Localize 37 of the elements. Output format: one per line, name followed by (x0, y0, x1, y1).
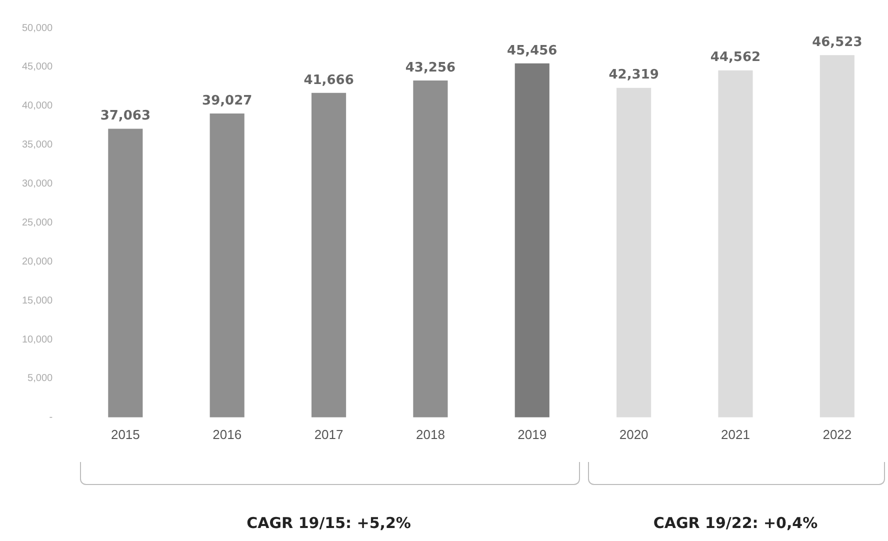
text: CAGR 19/22: +0,4% (653, 514, 818, 532)
y-tick-label: 20,000 (22, 256, 54, 268)
x-tick-label: 2020 (619, 426, 648, 442)
y-tick-label: 35,000 (22, 140, 54, 151)
data-label: 43,256 (405, 60, 456, 76)
x-tick-label: 2018 (416, 426, 445, 442)
bar (210, 113, 244, 418)
x-tick-label: 2022 (822, 426, 852, 442)
y-tick-label: 45,000 (22, 62, 54, 73)
bar (514, 63, 550, 418)
bar (718, 70, 753, 418)
y-tick-label: 30,000 (22, 178, 54, 190)
data-label: 41,666 (304, 72, 354, 88)
x-tick-label: 2016 (212, 426, 242, 442)
data-label: 39,027 (202, 93, 252, 108)
bar (413, 80, 448, 418)
y-tick-label: 50,000 (22, 22, 54, 34)
bar (311, 92, 346, 418)
data-label: 46,523 (812, 34, 862, 50)
bar (616, 88, 652, 418)
y-tick-label: 40,000 (22, 100, 54, 112)
x-tick-label: 2017 (314, 426, 344, 442)
x-tick-label: 2015 (110, 426, 140, 442)
x-tick-label: 2019 (518, 426, 547, 442)
y-tick-label: 10,000 (22, 334, 54, 346)
text: CAGR 19/15: +5,2% (246, 514, 411, 532)
data-label: 42,319 (608, 68, 659, 83)
y-tick-label: 15,000 (22, 295, 54, 306)
y-tick-label: - (49, 412, 53, 424)
data-label: 44,562 (710, 50, 761, 66)
y-tick-label: 5,000 (28, 373, 54, 384)
y-tick-label: 25,000 (22, 217, 54, 228)
data-label: 45,456 (507, 43, 558, 58)
data-label: 37,063 (100, 108, 151, 124)
x-tick-label: 2021 (721, 426, 750, 442)
bar (108, 128, 143, 418)
bar (820, 55, 854, 418)
